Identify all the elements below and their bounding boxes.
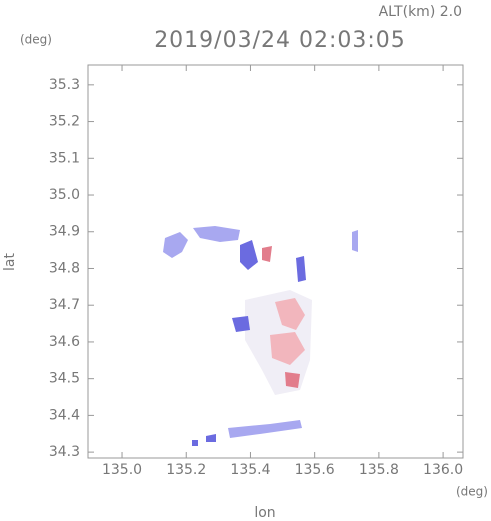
y-axis-label: lat <box>2 253 18 271</box>
y-unit: (deg) <box>20 33 52 47</box>
y-tick-label: 34.7 <box>49 297 80 313</box>
x-axis-label: lon <box>254 505 275 521</box>
echo <box>228 420 302 438</box>
echo <box>192 440 198 446</box>
echo <box>296 256 306 282</box>
echo <box>262 246 272 262</box>
echo <box>270 332 305 365</box>
y-tick-label: 35.0 <box>49 187 80 203</box>
x-tick-label: 135.8 <box>359 462 399 478</box>
y-tick-label: 34.4 <box>49 407 80 423</box>
echo <box>163 232 188 258</box>
radar-echoes <box>163 226 358 446</box>
altitude-label: ALT(km) 2.0 <box>379 4 462 20</box>
echo <box>240 240 258 270</box>
echo <box>285 372 300 388</box>
echo <box>275 298 305 330</box>
y-tick-label: 34.3 <box>49 444 80 460</box>
y-tick-label: 34.9 <box>49 224 80 240</box>
y-tick-label: 34.8 <box>49 260 80 276</box>
plot-frame <box>87 64 464 459</box>
x-tick-label: 135.0 <box>102 462 142 478</box>
y-tick-label: 34.5 <box>49 371 80 387</box>
y-tick-label: 35.3 <box>49 77 80 93</box>
x-tick-label: 135.6 <box>295 462 335 478</box>
x-unit: (deg) <box>456 485 488 499</box>
x-tick-label: 136.0 <box>423 462 463 478</box>
x-tick-label: 135.2 <box>166 462 206 478</box>
echo <box>352 230 358 252</box>
echo <box>206 434 216 442</box>
y-tick-label: 35.1 <box>49 150 80 166</box>
y-tick-label: 34.6 <box>49 334 80 350</box>
echo <box>232 316 250 332</box>
x-tick-label: 135.4 <box>230 462 270 478</box>
y-tick-label: 35.2 <box>49 114 80 130</box>
echo <box>193 226 240 242</box>
chart-title: 2019/03/24 02:03:05 <box>154 28 406 53</box>
